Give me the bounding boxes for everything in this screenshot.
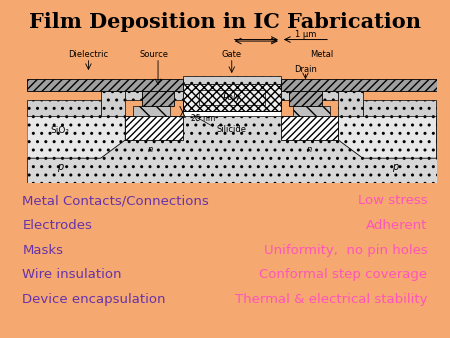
Text: Wire insulation: Wire insulation: [22, 268, 122, 281]
Text: 25 nm: 25 nm: [191, 114, 215, 123]
Text: Film Deposition in IC Fabrication: Film Deposition in IC Fabrication: [29, 12, 421, 32]
Bar: [183, 84, 281, 111]
Bar: [134, 106, 170, 116]
Text: Metal Contacts/Connections: Metal Contacts/Connections: [22, 194, 209, 207]
Text: Gate: Gate: [222, 50, 242, 59]
Text: n: n: [307, 145, 312, 153]
Bar: [142, 91, 175, 106]
Text: Conformal step coverage: Conformal step coverage: [259, 268, 428, 281]
Text: Poly: Poly: [222, 93, 241, 102]
Bar: [199, 90, 265, 105]
Text: Metal: Metal: [310, 50, 333, 59]
Bar: [125, 91, 142, 100]
Text: p: p: [392, 162, 399, 172]
Bar: [27, 79, 183, 91]
Polygon shape: [101, 91, 125, 116]
Text: Drain: Drain: [294, 66, 317, 74]
Text: Device encapsulation: Device encapsulation: [22, 293, 166, 306]
Bar: [281, 84, 338, 91]
Text: Uniformity,  no pin holes: Uniformity, no pin holes: [264, 244, 428, 257]
Text: Adherent: Adherent: [366, 219, 427, 232]
Bar: [281, 79, 436, 91]
Polygon shape: [27, 116, 436, 183]
Text: Silicide: Silicide: [217, 125, 247, 134]
Text: Masks: Masks: [22, 244, 63, 257]
Bar: [363, 100, 436, 116]
Text: 1 μm: 1 μm: [295, 30, 316, 40]
Text: n: n: [147, 145, 153, 153]
Polygon shape: [338, 116, 436, 158]
Bar: [318, 91, 338, 100]
Text: Dielectric: Dielectric: [68, 50, 108, 59]
Text: SiO₂: SiO₂: [50, 126, 69, 135]
Bar: [293, 106, 330, 116]
Text: Thermal & electrical stability: Thermal & electrical stability: [235, 293, 428, 306]
Bar: [289, 91, 322, 106]
Polygon shape: [281, 116, 338, 140]
Polygon shape: [27, 116, 125, 158]
Polygon shape: [125, 116, 183, 140]
Bar: [183, 111, 281, 116]
Text: Electrodes: Electrodes: [22, 219, 92, 232]
Polygon shape: [338, 91, 363, 116]
Bar: [125, 84, 183, 91]
Text: Low stress: Low stress: [358, 194, 427, 207]
Text: p: p: [57, 162, 63, 172]
Text: Source: Source: [140, 50, 168, 59]
Bar: [183, 76, 281, 84]
Bar: [27, 100, 101, 116]
Bar: [281, 84, 293, 100]
Bar: [170, 84, 183, 100]
